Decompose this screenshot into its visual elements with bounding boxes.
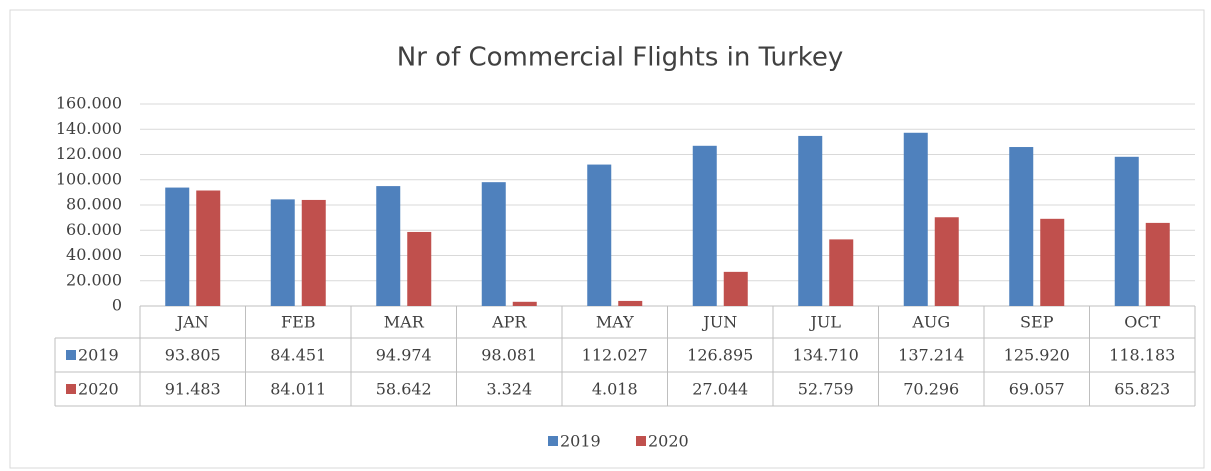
bar xyxy=(829,239,854,306)
x-tick-label: APR xyxy=(491,313,527,332)
legend-swatch xyxy=(548,436,558,446)
table-value: 134.710 xyxy=(793,346,859,365)
bar xyxy=(1145,222,1170,306)
bar xyxy=(1114,156,1139,306)
bar xyxy=(301,199,326,306)
x-tick-label: JAN xyxy=(175,313,209,332)
x-tick-label: OCT xyxy=(1124,313,1160,332)
bar xyxy=(270,199,295,306)
table-row-label: 2020 xyxy=(78,380,119,399)
table-value: 118.183 xyxy=(1109,346,1175,365)
table-value: 27.044 xyxy=(692,380,748,399)
table-value: 84.011 xyxy=(270,380,326,399)
x-tick-label: JUL xyxy=(808,313,841,332)
table-value: 137.214 xyxy=(898,346,964,365)
table-legend-key xyxy=(66,384,76,394)
bar xyxy=(1040,218,1065,306)
bar xyxy=(798,135,823,306)
y-tick-label: 160.000 xyxy=(56,94,122,113)
x-tick-label: JUN xyxy=(701,313,737,332)
table-value: 98.081 xyxy=(481,346,537,365)
table-value: 70.296 xyxy=(903,380,959,399)
table-value: 4.018 xyxy=(592,380,638,399)
legend-label: 2019 xyxy=(560,432,601,451)
x-tick-label: FEB xyxy=(281,313,316,332)
legend-label: 2020 xyxy=(648,432,689,451)
y-tick-label: 60.000 xyxy=(66,220,122,239)
table-value: 84.451 xyxy=(270,346,326,365)
y-tick-label: 40.000 xyxy=(66,245,122,264)
table-value: 58.642 xyxy=(376,380,432,399)
bar xyxy=(407,231,432,306)
table-legend-key xyxy=(66,350,76,360)
bar xyxy=(723,271,748,306)
chart-title: Nr of Commercial Flights in Turkey xyxy=(397,43,843,73)
bar xyxy=(481,182,506,306)
table-value: 91.483 xyxy=(165,380,221,399)
x-tick-label: MAY xyxy=(596,313,634,332)
y-tick-label: 140.000 xyxy=(56,119,122,138)
y-tick-label: 120.000 xyxy=(56,144,122,163)
bar xyxy=(196,190,221,306)
bar xyxy=(692,145,717,306)
bar xyxy=(1009,147,1034,306)
table-value: 65.823 xyxy=(1114,380,1170,399)
table-value: 126.895 xyxy=(687,346,753,365)
table-value: 112.027 xyxy=(582,346,648,365)
y-tick-label: 0 xyxy=(112,296,122,315)
bar xyxy=(376,186,401,306)
table-value: 52.759 xyxy=(798,380,854,399)
x-tick-label: MAR xyxy=(384,313,425,332)
table-value: 93.805 xyxy=(165,346,221,365)
bar xyxy=(587,164,612,306)
bar xyxy=(934,217,959,306)
legend-swatch xyxy=(636,436,646,446)
x-tick-label: SEP xyxy=(1020,313,1054,332)
bar xyxy=(903,132,928,306)
bar xyxy=(618,300,643,306)
table-value: 94.974 xyxy=(376,346,432,365)
table-value: 69.057 xyxy=(1009,380,1065,399)
bar xyxy=(165,187,190,306)
y-tick-label: 100.000 xyxy=(56,169,122,188)
table-row-label: 2019 xyxy=(78,346,119,365)
table-value: 3.324 xyxy=(486,380,532,399)
table-value: 125.920 xyxy=(1004,346,1070,365)
y-tick-label: 80.000 xyxy=(66,195,122,214)
x-tick-label: AUG xyxy=(911,313,950,332)
y-tick-label: 20.000 xyxy=(66,270,122,289)
bar xyxy=(512,301,537,306)
